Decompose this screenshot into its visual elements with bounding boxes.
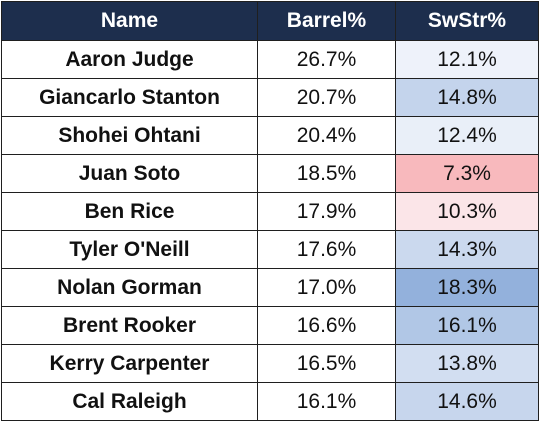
table-row: Brent Rooker 16.6% 16.1%: [1, 306, 539, 345]
swstr-cell: 14.6%: [395, 382, 539, 421]
player-name-cell: Juan Soto: [1, 154, 258, 193]
table-row: Ben Rice 17.9% 10.3%: [1, 192, 539, 231]
table-row: Nolan Gorman 17.0% 18.3%: [1, 268, 539, 307]
table-row: Shohei Ohtani 20.4% 12.4%: [1, 116, 539, 155]
swstr-cell: 7.3%: [395, 154, 539, 193]
barrel-cell: 17.6%: [257, 230, 396, 269]
table-row: Cal Raleigh 16.1% 14.6%: [1, 382, 539, 421]
player-name-cell: Brent Rooker: [1, 306, 258, 345]
barrel-cell: 20.4%: [257, 116, 396, 155]
table-row: Juan Soto 18.5% 7.3%: [1, 154, 539, 193]
player-name-cell: Tyler O'Neill: [1, 230, 258, 269]
swstr-cell: 13.8%: [395, 344, 539, 383]
swstr-cell: 18.3%: [395, 268, 539, 307]
table-row: Giancarlo Stanton 20.7% 14.8%: [1, 78, 539, 117]
barrel-cell: 20.7%: [257, 78, 396, 117]
swstr-cell: 12.4%: [395, 116, 539, 155]
column-header-swstr[interactable]: SwStr%: [395, 1, 539, 41]
barrel-cell: 17.9%: [257, 192, 396, 231]
swstr-cell: 12.1%: [395, 40, 539, 79]
barrel-cell: 16.1%: [257, 382, 396, 421]
table-row: Kerry Carpenter 16.5% 13.8%: [1, 344, 539, 383]
barrel-cell: 26.7%: [257, 40, 396, 79]
player-name-cell: Giancarlo Stanton: [1, 78, 258, 117]
player-name-cell: Shohei Ohtani: [1, 116, 258, 155]
barrel-cell: 18.5%: [257, 154, 396, 193]
player-name-cell: Ben Rice: [1, 192, 258, 231]
header-row: Name Barrel% SwStr%: [1, 1, 539, 41]
player-name-cell: Cal Raleigh: [1, 382, 258, 421]
barrel-cell: 16.5%: [257, 344, 396, 383]
swstr-cell: 16.1%: [395, 306, 539, 345]
player-name-cell: Kerry Carpenter: [1, 344, 258, 383]
swstr-cell: 14.8%: [395, 78, 539, 117]
column-header-name[interactable]: Name: [1, 1, 258, 41]
barrel-cell: 17.0%: [257, 268, 396, 307]
column-header-barrel[interactable]: Barrel%: [257, 1, 396, 41]
player-name-cell: Nolan Gorman: [1, 268, 258, 307]
swstr-cell: 14.3%: [395, 230, 539, 269]
table-row: Aaron Judge 26.7% 12.1%: [1, 40, 539, 79]
swstr-cell: 10.3%: [395, 192, 539, 231]
player-name-cell: Aaron Judge: [1, 40, 258, 79]
table-row: Tyler O'Neill 17.6% 14.3%: [1, 230, 539, 269]
barrel-cell: 16.6%: [257, 306, 396, 345]
